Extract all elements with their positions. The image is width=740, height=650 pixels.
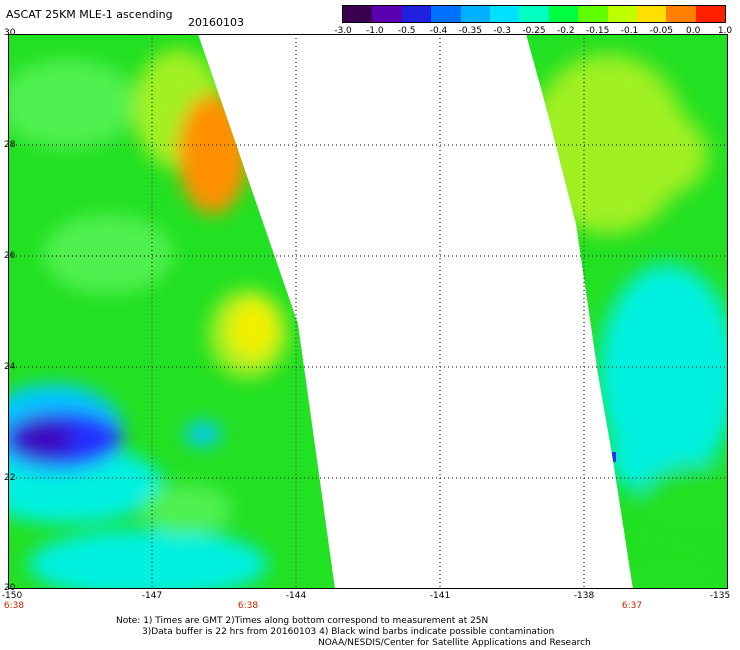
latitude-label: 22 — [4, 473, 16, 483]
colorbar-segment — [343, 6, 373, 22]
latitude-label: 24 — [4, 362, 16, 372]
latitude-label: 30 — [4, 28, 16, 38]
colorbar-label: 0.0 — [685, 26, 701, 36]
colorbar-label: -0.2 — [557, 26, 575, 36]
colorbar-segment — [460, 6, 490, 22]
chart-date: 20160103 — [188, 16, 244, 29]
colorbar-label: -0.05 — [649, 26, 673, 36]
right-swath — [526, 34, 728, 589]
chart-title: ASCAT 25KM MLE-1 ascending — [6, 8, 173, 21]
swath-map — [8, 34, 728, 589]
colorbar-segment — [401, 6, 432, 22]
colorbar-label: -0.5 — [397, 26, 416, 36]
lat-lon-grid — [8, 34, 728, 589]
colorbar-label: -0.3 — [493, 26, 511, 36]
note-line-3: NOAA/NESDIS/Center for Satellite Applica… — [318, 638, 591, 648]
colorbar-label: -0.15 — [586, 26, 610, 36]
colorbar-segment — [607, 6, 637, 22]
note-line-2: 3)Data buffer is 22 hrs from 20160103 4)… — [142, 627, 555, 637]
colorbar-label: -0.1 — [620, 26, 639, 36]
colorbar-segment — [431, 6, 461, 22]
map-frame — [8, 34, 728, 589]
colorbar-segment — [548, 6, 579, 22]
colorbar-label: -1.0 — [366, 26, 384, 36]
colorbar-segment — [636, 6, 667, 22]
time-label: 6:37 — [621, 601, 643, 611]
colorbar-segment — [519, 6, 549, 22]
latitude-label: 26 — [4, 251, 16, 261]
colorbar-label: -0.4 — [429, 26, 448, 36]
colorbar-label: -3.0 — [334, 26, 352, 36]
note-line-1: Note: 1) Times are GMT 2)Times along bot… — [116, 616, 489, 626]
latitude-label: 20 — [4, 583, 16, 593]
time-label: 6:38 — [237, 601, 259, 611]
longitude-label: -144 — [285, 591, 307, 601]
colorbar-segment — [666, 6, 696, 22]
colorbar-labels: -3.0 -1.0 -0.5 -0.4 -0.35 -0.3 -0.25 -0.2 -0.15-… — [328, 26, 738, 38]
colorbar-segment — [695, 6, 726, 22]
colorbar-segment — [489, 6, 520, 22]
longitude-label: -150 — [1, 591, 23, 601]
left-swath — [8, 34, 335, 589]
colorbar-segment — [372, 6, 402, 22]
longitude-label: -141 — [429, 591, 451, 601]
colorbar-segment — [578, 6, 608, 22]
longitude-label: -138 — [573, 591, 595, 601]
colorbar-label: -0.35 — [458, 26, 482, 36]
latitude-label: 28 — [4, 140, 16, 150]
colorbar-label: -0.25 — [522, 26, 546, 36]
colorbar-label: 1.0 — [717, 26, 733, 36]
longitude-label: -135 — [709, 591, 731, 601]
colorbar — [342, 5, 726, 23]
longitude-label: -147 — [141, 591, 163, 601]
time-label: 6:38 — [3, 601, 25, 611]
